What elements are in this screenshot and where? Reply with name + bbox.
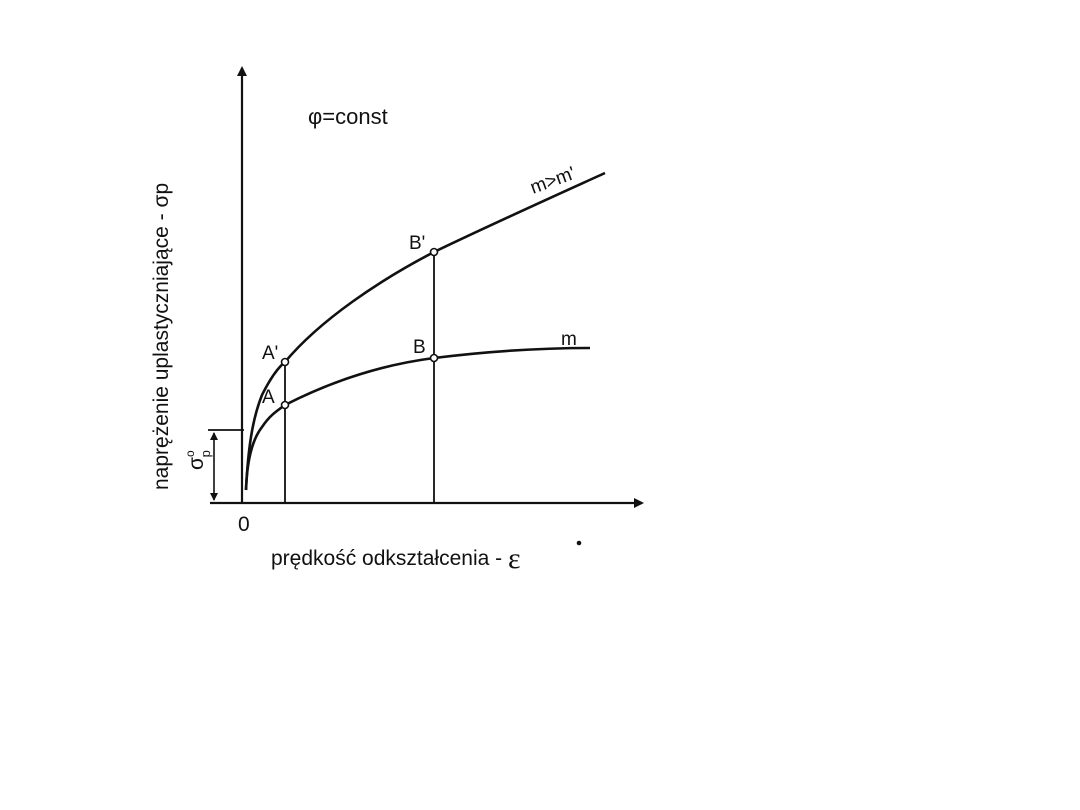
curve-label-lower: m [561,329,577,350]
origin-label: 0 [238,513,250,536]
point-a [280,400,290,410]
sigma-zero-label: σop [183,450,213,470]
point-a-prime [280,357,290,367]
x-axis-symbol: ε [508,542,521,575]
curve-upper [244,171,606,491]
label-b: B [413,337,426,358]
x-axis-title-text: prędkość odkształcenia - [271,547,508,570]
label-b-prime: B' [409,233,425,254]
point-b-prime [429,247,439,257]
y-axis-title: naprężenie uplastyczniające - σp [150,183,173,490]
curve-label-upper: m>m' [528,163,579,199]
svg-text:σop: σop [183,450,213,470]
x-axis-title: prędkość odkształcenia - ε [271,542,521,575]
point-b [429,353,439,363]
sigma-zero-sup: o [183,450,197,457]
condition-label: φ=const [308,104,388,129]
sigma-zero-sub: p [198,450,213,457]
label-a-prime: A' [262,343,278,364]
sigma-zero-main: σ [185,457,208,470]
label-a: A [262,387,275,408]
curve-lower [244,346,591,491]
epsilon-dot [576,540,582,546]
